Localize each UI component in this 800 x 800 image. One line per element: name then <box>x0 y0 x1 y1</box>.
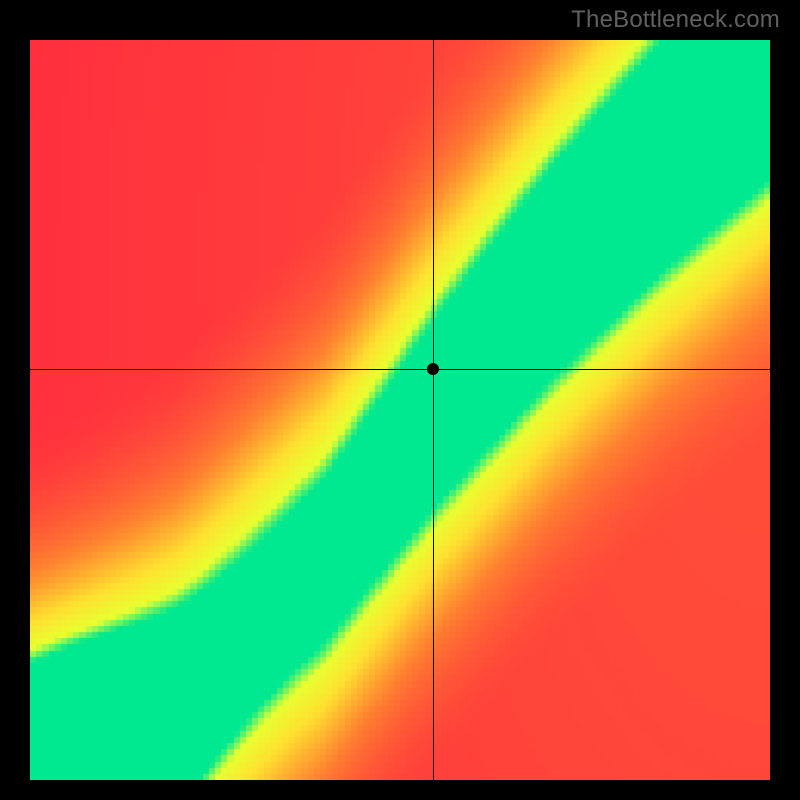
watermark: TheBottleneck.com <box>571 6 780 34</box>
heatmap-canvas <box>30 40 770 780</box>
chart-container: TheBottleneck.com <box>0 0 800 800</box>
crosshair-horizontal <box>30 369 770 370</box>
marker-dot <box>427 363 439 375</box>
crosshair-vertical <box>433 40 434 780</box>
plot-area <box>30 40 770 780</box>
